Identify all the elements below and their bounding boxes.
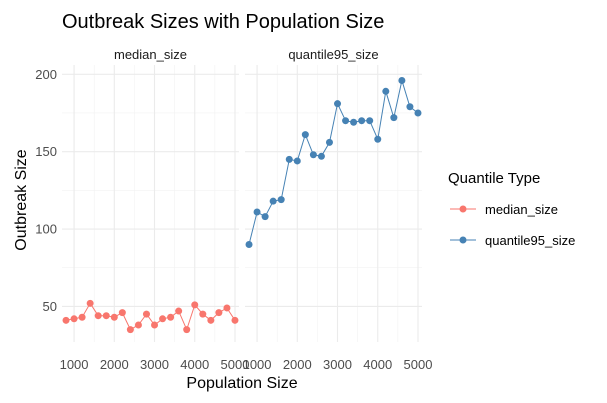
- x-tick-label: 2000: [100, 357, 129, 372]
- data-point: [94, 312, 102, 320]
- y-tick-label: 50: [43, 299, 57, 314]
- data-point: [261, 213, 269, 221]
- data-point: [62, 316, 70, 324]
- data-point: [350, 118, 358, 126]
- data-point: [342, 117, 350, 125]
- data-point: [70, 315, 78, 323]
- facet-panel-median-size: median_size: [62, 47, 239, 342]
- x-tick-label: 1000: [243, 357, 272, 372]
- data-point: [215, 309, 223, 317]
- x-tick-label: 3000: [140, 357, 169, 372]
- data-point: [414, 109, 422, 117]
- data-point: [199, 310, 207, 318]
- data-point: [366, 117, 374, 125]
- legend: Quantile Type median_size quantile95_siz…: [448, 170, 575, 248]
- legend-item-median-size: median_size: [450, 202, 558, 217]
- x-axis-title: Population Size: [186, 375, 297, 392]
- data-point: [151, 321, 159, 329]
- data-point: [309, 151, 317, 159]
- data-point: [223, 304, 231, 312]
- data-point: [325, 138, 333, 146]
- data-point: [167, 313, 175, 321]
- data-point: [142, 310, 150, 318]
- data-point: [253, 208, 261, 216]
- data-point: [183, 326, 191, 334]
- data-point: [301, 131, 309, 139]
- data-point: [390, 114, 398, 122]
- panel-gridlines: [62, 65, 239, 342]
- data-point: [269, 197, 277, 205]
- series-line: [248, 78, 419, 245]
- x-tick-label: 5000: [221, 357, 250, 372]
- series-median-size: [62, 299, 239, 334]
- legend-key-point-median-size: [459, 205, 467, 213]
- data-point: [159, 315, 167, 323]
- data-point: [207, 316, 215, 324]
- legend-label-quantile95-size: quantile95_size: [485, 233, 575, 248]
- x-tick-label: 5000: [404, 357, 433, 372]
- y-axis-tick-labels: 50 100 150 200: [35, 67, 57, 314]
- legend-title: Quantile Type: [448, 170, 540, 187]
- data-point: [110, 313, 118, 321]
- facet-panel-quantile95-size: quantile95_size: [245, 47, 422, 342]
- chart-title: Outbreak Sizes with Population Size: [62, 11, 384, 33]
- facet-strip-label-quantile95-size: quantile95_size: [288, 47, 378, 62]
- data-point: [78, 313, 86, 321]
- data-point: [245, 241, 253, 249]
- y-tick-label: 100: [35, 222, 57, 237]
- x-tick-label: 1000: [60, 357, 89, 372]
- data-point: [175, 307, 183, 315]
- data-point: [285, 155, 293, 163]
- y-tick-label: 200: [35, 67, 57, 82]
- legend-item-quantile95-size: quantile95_size: [450, 233, 575, 248]
- data-point: [374, 135, 382, 143]
- data-point: [317, 152, 325, 160]
- x-tick-label: 4000: [180, 357, 209, 372]
- data-point: [382, 87, 390, 95]
- data-point: [358, 117, 366, 125]
- data-point: [86, 299, 94, 307]
- data-point: [398, 76, 406, 84]
- x-tick-label: 3000: [323, 357, 352, 372]
- data-point: [118, 309, 126, 317]
- data-point: [293, 157, 301, 165]
- y-tick-label: 150: [35, 144, 57, 159]
- x-tick-label: 2000: [283, 357, 312, 372]
- x-tick-label: 4000: [363, 357, 392, 372]
- data-point: [406, 103, 414, 111]
- series-line: [65, 302, 236, 332]
- data-point: [126, 326, 134, 334]
- y-axis-title: Outbreak Size: [13, 149, 30, 250]
- data-point: [191, 301, 199, 309]
- data-point: [134, 321, 142, 329]
- panel-gridlines: [245, 65, 422, 342]
- legend-key-point-quantile95-size: [459, 236, 467, 244]
- series-quantile95-size: [245, 76, 422, 249]
- data-point: [334, 100, 342, 108]
- data-point: [277, 196, 285, 204]
- facet-strip-label-median-size: median_size: [114, 47, 187, 62]
- data-point: [102, 312, 110, 320]
- data-point: [231, 316, 239, 324]
- legend-label-median-size: median_size: [485, 202, 558, 217]
